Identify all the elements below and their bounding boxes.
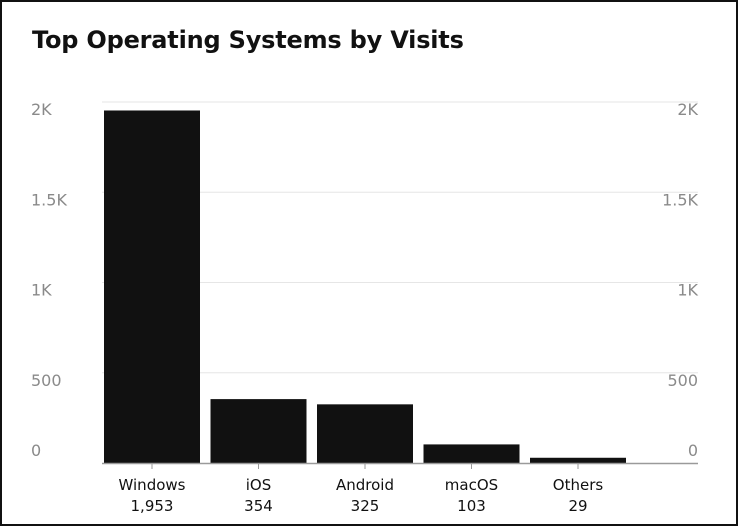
y-tick-label-right: 1.5K xyxy=(662,190,698,209)
data-label: 325 xyxy=(351,497,380,515)
bar-ios xyxy=(210,399,307,463)
data-label: 354 xyxy=(244,497,273,515)
x-tick-label: macOS xyxy=(445,476,498,494)
y-tick-label-left: 1K xyxy=(31,281,52,300)
y-tick-label-left: 0 xyxy=(31,441,41,460)
x-tick-label: Windows xyxy=(119,476,186,494)
x-tick-label: Android xyxy=(336,476,394,494)
y-tick-label-left: 1.5K xyxy=(31,190,67,209)
data-label: 29 xyxy=(568,497,587,515)
x-tick-label: Others xyxy=(553,476,604,494)
chart-title: Top Operating Systems by Visits xyxy=(32,26,464,54)
y-tick-label-right: 0 xyxy=(688,441,698,460)
bar-macos xyxy=(423,444,520,463)
bar-windows xyxy=(104,110,200,464)
y-tick-label-left: 500 xyxy=(31,371,62,390)
x-tick-label: iOS xyxy=(246,476,272,494)
bar-android xyxy=(317,404,413,463)
data-label: 1,953 xyxy=(131,497,174,515)
y-tick-label-right: 500 xyxy=(667,371,698,390)
y-tick-label-left: 2K xyxy=(31,100,52,119)
y-tick-label-right: 2K xyxy=(677,100,698,119)
y-tick-label-right: 1K xyxy=(677,281,698,300)
bar-others xyxy=(530,457,626,463)
data-label: 103 xyxy=(457,497,486,515)
